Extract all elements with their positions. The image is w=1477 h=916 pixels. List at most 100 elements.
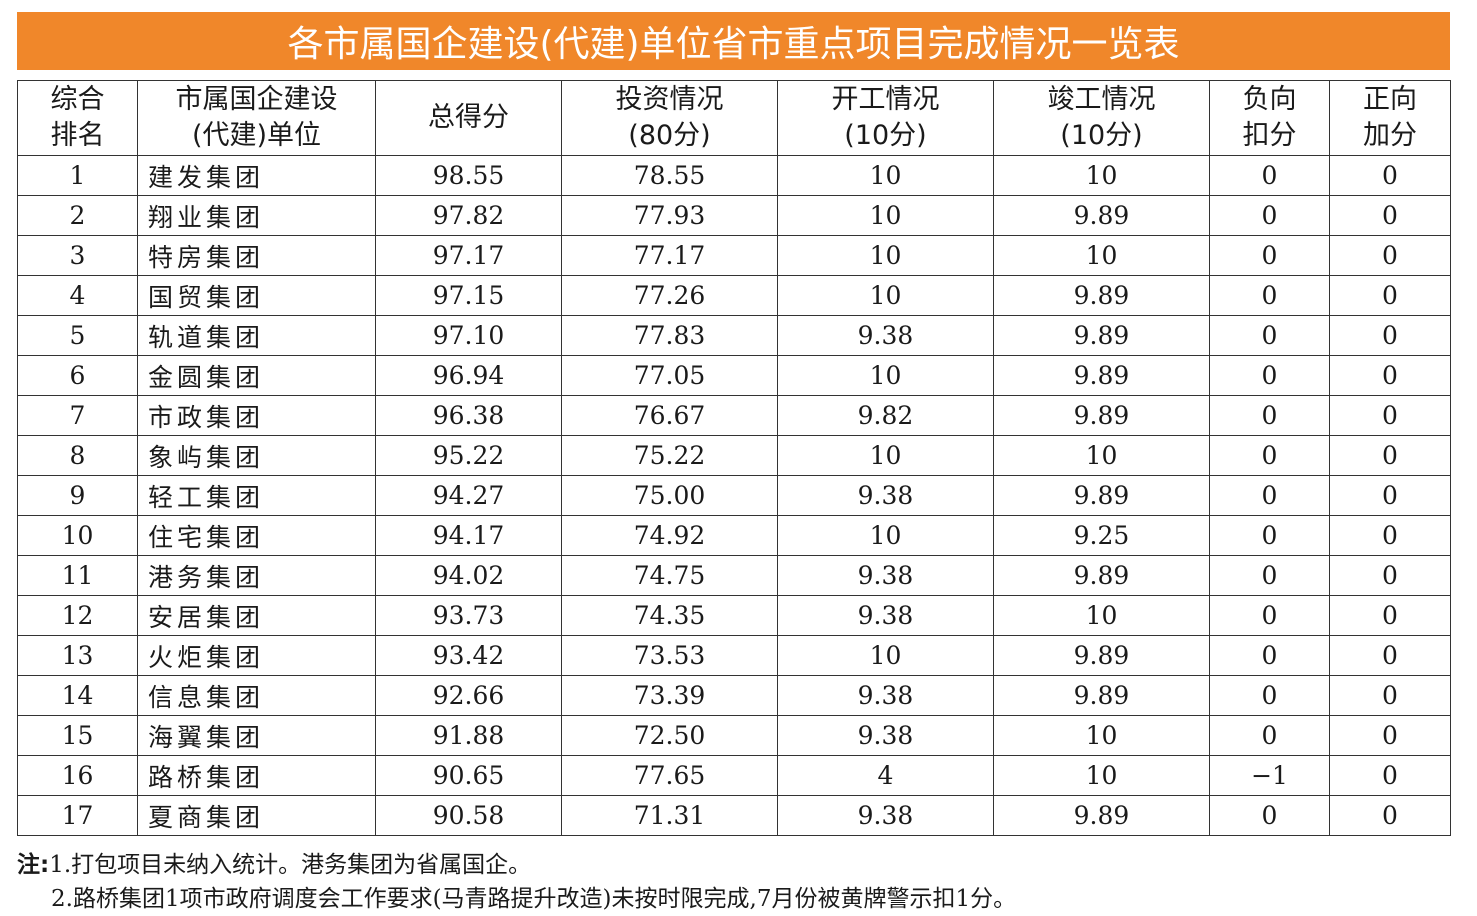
total-score-cell: 94.27 [375,475,562,516]
negative-deduction-cell: 0 [1209,715,1330,756]
table-row: 3 特房集团 97.17 77.17 10 10 0 0 [17,235,1451,276]
negative-deduction-cell: 0 [1209,635,1330,676]
negative-deduction-cell: 0 [1209,515,1330,556]
unit-cell: 轨道集团 [137,315,376,356]
table-row: 12 安居集团 93.73 74.35 9.38 10 0 0 [17,595,1451,636]
table-row: 13 火炬集团 93.42 73.53 10 9.89 0 0 [17,635,1451,676]
positive-bonus-cell: 0 [1329,395,1451,436]
table-row: 4 国贸集团 97.15 77.26 10 9.89 0 0 [17,275,1451,316]
header-unit: 市属国企建设 (代建)单位 [137,80,376,156]
total-score-cell: 97.10 [375,315,562,356]
footnote-2: 2.路桥集团1项市政府调度会工作要求(马青路提升改造)未按时限完成,7月份被黄牌… [51,886,1017,912]
negative-deduction-cell: 0 [1209,235,1330,276]
total-score-cell: 97.15 [375,275,562,316]
rank-cell: 9 [17,475,138,516]
start-cell: 9.38 [777,555,994,596]
unit-cell: 安居集团 [137,595,376,636]
rank-cell: 1 [17,155,138,196]
unit-cell: 海翼集团 [137,715,376,756]
header-completion-line: 竣工情况 [1047,84,1156,115]
table-row: 2 翔业集团 97.82 77.93 10 9.89 0 0 [17,195,1451,236]
header-start: 开工情况 (10分) [777,80,994,156]
table-row: 14 信息集团 92.66 73.39 9.38 9.89 0 0 [17,675,1451,716]
positive-bonus-cell: 0 [1329,355,1451,396]
total-score-cell: 98.55 [375,155,562,196]
total-score-cell: 95.22 [375,435,562,476]
positive-bonus-cell: 0 [1329,155,1451,196]
negative-deduction-cell: 0 [1209,475,1330,516]
rank-cell: 14 [17,675,138,716]
positive-bonus-cell: 0 [1329,635,1451,676]
start-cell: 9.38 [777,475,994,516]
unit-cell: 港务集团 [137,555,376,596]
total-score-cell: 91.88 [375,715,562,756]
completion-cell: 9.89 [993,395,1210,436]
table-body: 1 建发集团 98.55 78.55 10 10 0 0 2 翔业集团 97.82 77.93 10 9.… [17,155,1451,836]
start-cell: 10 [777,155,994,196]
positive-bonus-cell: 0 [1329,235,1451,276]
completion-cell: 9.25 [993,515,1210,556]
negative-deduction-cell: 0 [1209,315,1330,356]
start-cell: 10 [777,515,994,556]
investment-cell: 75.00 [561,475,778,516]
unit-cell: 信息集团 [137,675,376,716]
table-row: 5 轨道集团 97.10 77.83 9.38 9.89 0 0 [17,315,1451,356]
header-positive-bonus: 正向 加分 [1329,80,1451,156]
table-row: 9 轻工集团 94.27 75.00 9.38 9.89 0 0 [17,475,1451,516]
completion-cell: 9.89 [993,555,1210,596]
unit-cell: 建发集团 [137,155,376,196]
investment-cell: 77.93 [561,195,778,236]
completion-cell: 9.89 [993,315,1210,356]
total-score-cell: 93.42 [375,635,562,676]
start-cell: 10 [777,275,994,316]
start-cell: 10 [777,235,994,276]
investment-cell: 77.65 [561,755,778,796]
positive-bonus-cell: 0 [1329,435,1451,476]
header-completion: 竣工情况 (10分) [993,80,1210,156]
total-score-cell: 97.17 [375,235,562,276]
negative-deduction-cell: 0 [1209,275,1330,316]
positive-bonus-cell: 0 [1329,195,1451,236]
rank-cell: 11 [17,555,138,596]
negative-deduction-cell: 0 [1209,595,1330,636]
rank-cell: 4 [17,275,138,316]
unit-cell: 火炬集团 [137,635,376,676]
rank-cell: 13 [17,635,138,676]
table-row: 17 夏商集团 90.58 71.31 9.38 9.89 0 0 [17,795,1451,836]
investment-cell: 72.50 [561,715,778,756]
table-title: 各市属国企建设(代建)单位省市重点项目完成情况一览表 [17,12,1450,70]
total-score-cell: 92.66 [375,675,562,716]
completion-cell: 10 [993,235,1210,276]
header-rank-line: 排名 [50,120,105,151]
unit-cell: 市政集团 [137,395,376,436]
positive-bonus-cell: 0 [1329,715,1451,756]
negative-deduction-cell: 0 [1209,395,1330,436]
rank-cell: 5 [17,315,138,356]
ranking-table: 综合 排名 市属国企建设 (代建)单位 总得分 投资情况 (80分) 开工情况 (10分) 竣工情… [17,80,1451,836]
unit-cell: 国贸集团 [137,275,376,316]
start-cell: 9.38 [777,595,994,636]
start-cell: 9.38 [777,315,994,356]
total-score-cell: 96.94 [375,355,562,396]
investment-cell: 77.17 [561,235,778,276]
header-unit-line: (代建)单位 [191,120,322,151]
footnote-label: 注: [17,852,50,878]
start-cell: 9.38 [777,795,994,836]
start-cell: 10 [777,435,994,476]
investment-cell: 77.26 [561,275,778,316]
total-score-cell: 96.38 [375,395,562,436]
start-cell: 9.38 [777,715,994,756]
positive-bonus-cell: 0 [1329,595,1451,636]
investment-cell: 77.83 [561,315,778,356]
unit-cell: 轻工集团 [137,475,376,516]
investment-cell: 77.05 [561,355,778,396]
rank-cell: 8 [17,435,138,476]
table-row: 10 住宅集团 94.17 74.92 10 9.25 0 0 [17,515,1451,556]
start-cell: 10 [777,355,994,396]
header-negative-deduction: 负向 扣分 [1209,80,1330,156]
investment-cell: 71.31 [561,795,778,836]
total-score-cell: 93.73 [375,595,562,636]
header-unit-line: 市属国企建设 [175,84,338,115]
completion-cell: 9.89 [993,275,1210,316]
header-positive-bonus-line: 正向 [1363,84,1417,115]
